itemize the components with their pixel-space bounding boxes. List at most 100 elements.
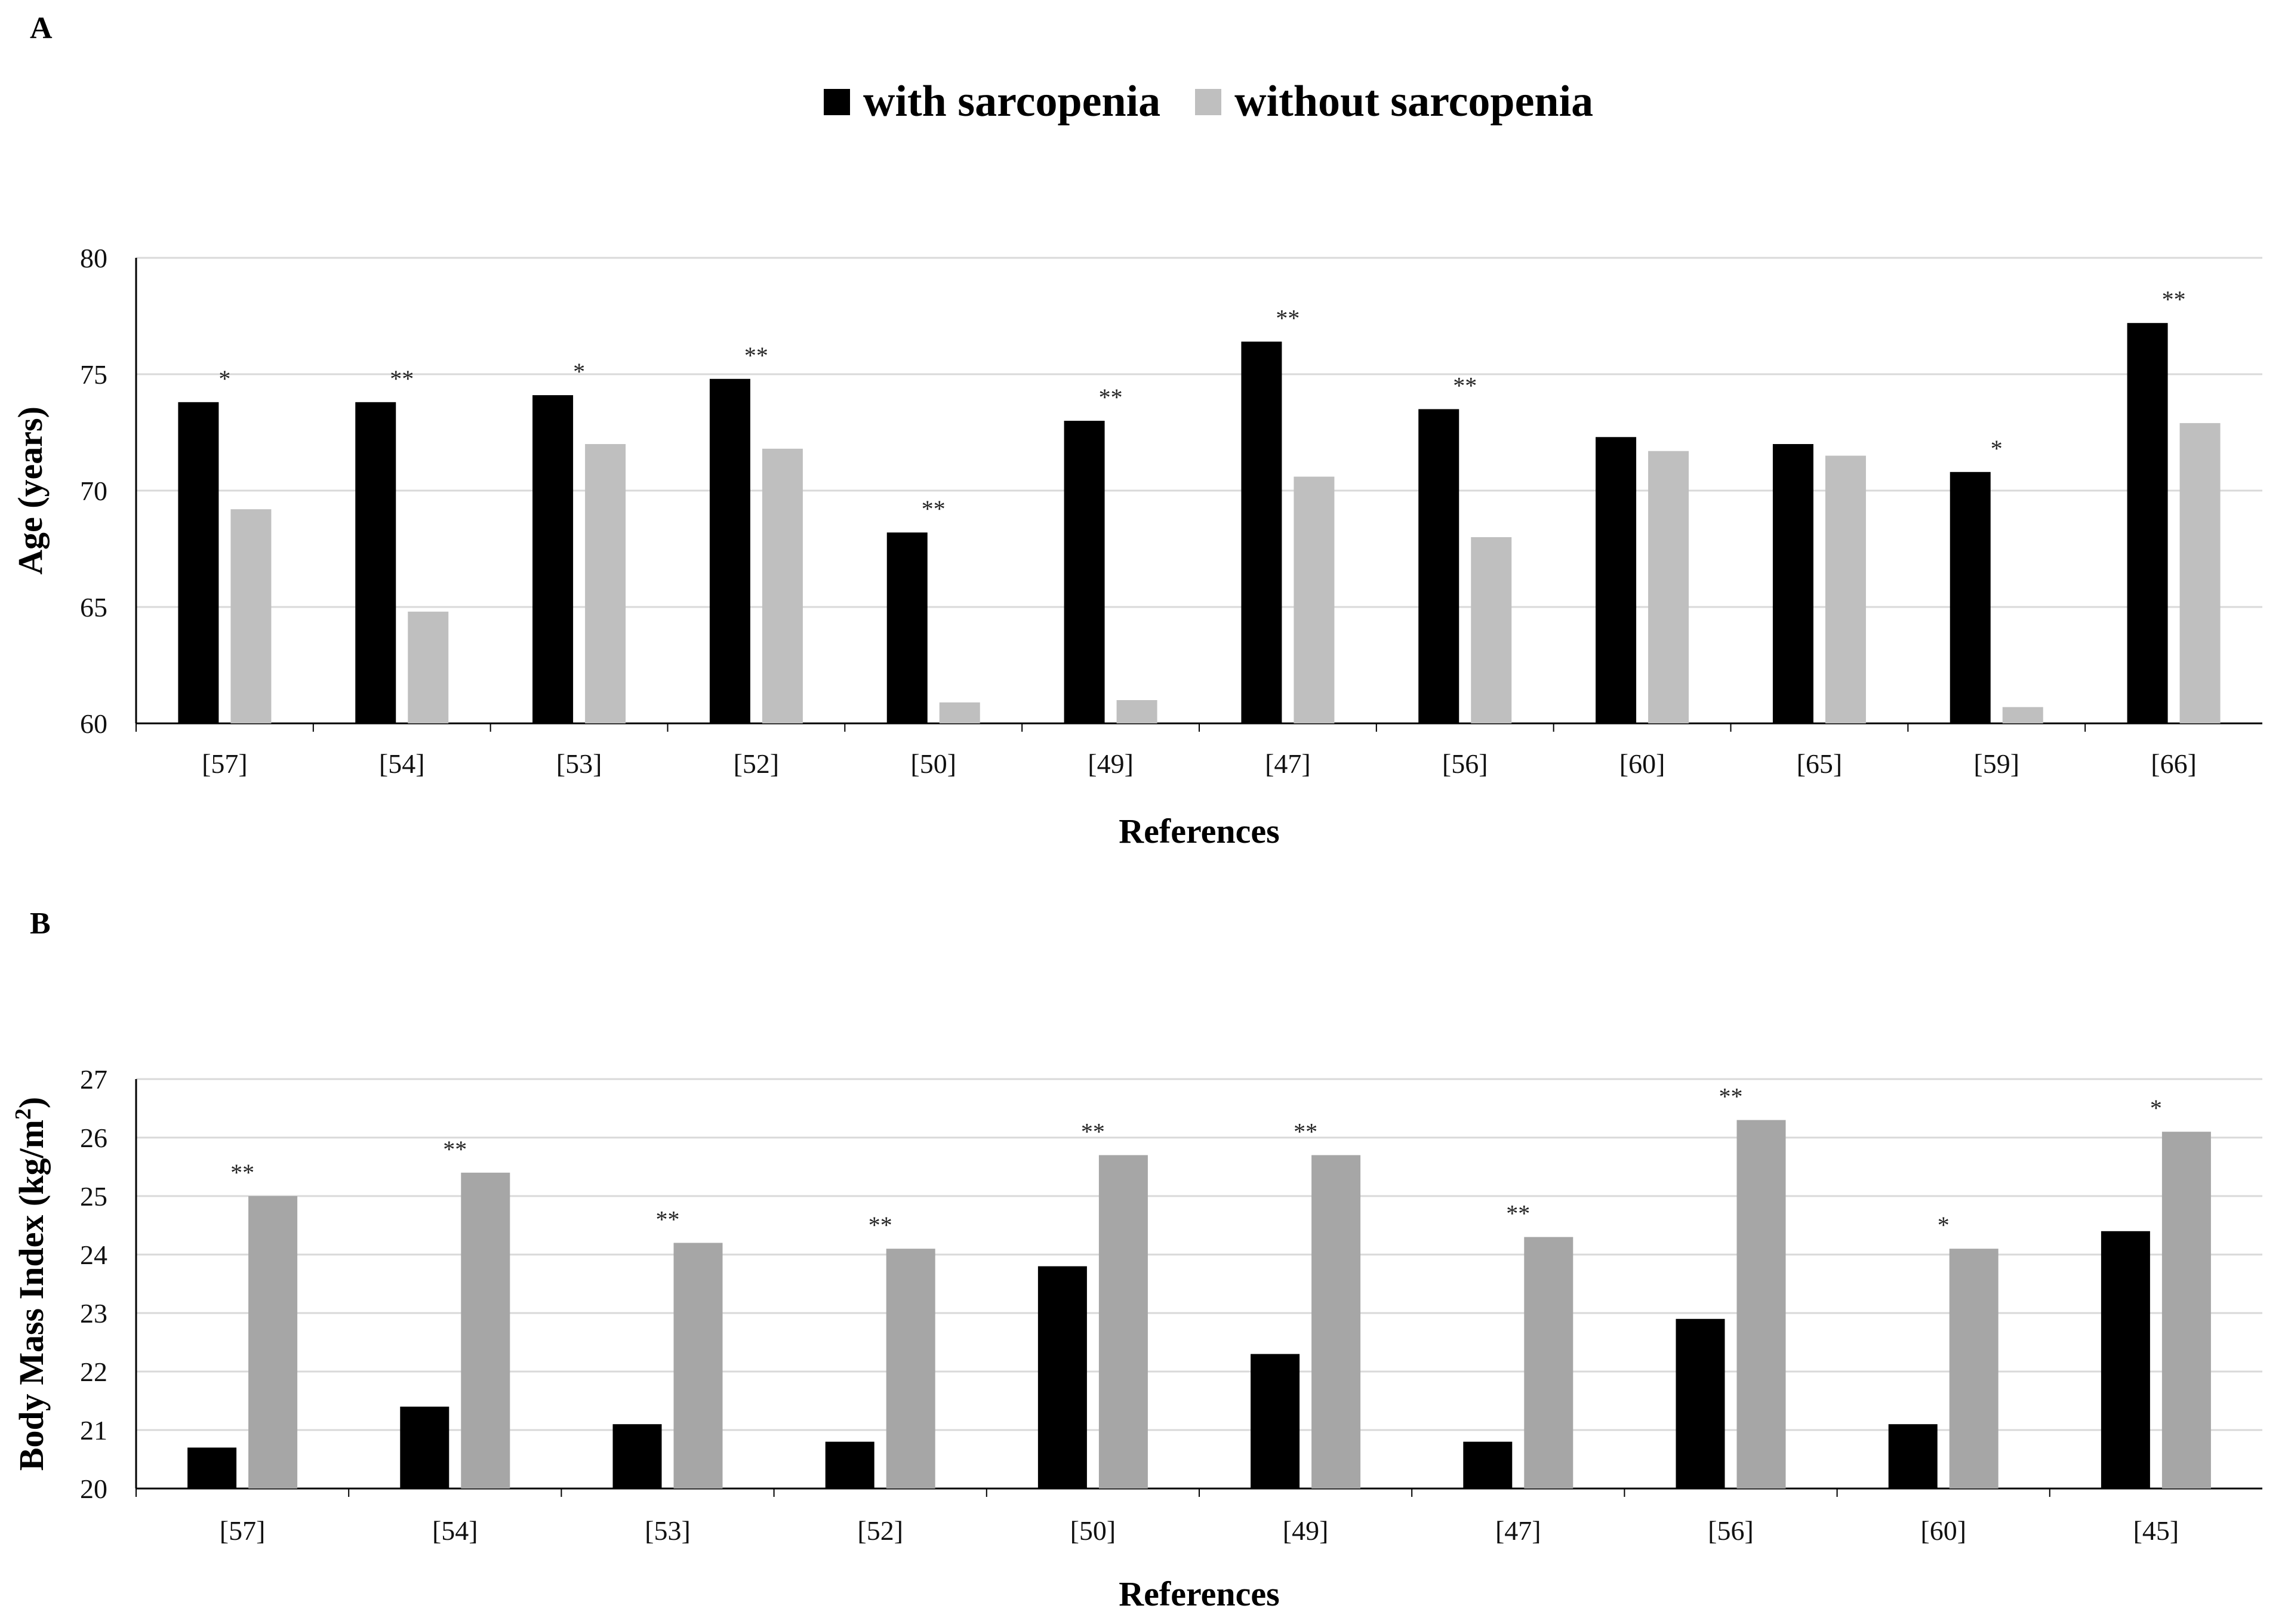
panel-a-significance-label: * [573, 358, 585, 385]
panel-a-category-label: [65] [1797, 748, 1843, 779]
panel-a-category-label: [57] [202, 748, 248, 779]
panel-a-y-tick-label: 80 [80, 243, 107, 273]
panel-b-bar-without-sarcopenia [1311, 1155, 1361, 1489]
panel-a-category-label: [56] [1442, 748, 1488, 779]
panel-a-bar-without-sarcopenia [762, 448, 803, 723]
chart-legend: with sarcopenia without sarcopenia [824, 76, 1593, 127]
panel-b-y-tick-label: 27 [80, 1064, 107, 1095]
panel-b-bar-with-sarcopenia [1463, 1441, 1513, 1489]
panel-b-category-label: [47] [1495, 1515, 1541, 1546]
panel-a-bar-without-sarcopenia [1294, 476, 1335, 723]
panel-b-category-label: [45] [2133, 1515, 2179, 1546]
panel-b-y-tick-label: 25 [80, 1181, 107, 1212]
panel-b-bar-with-sarcopenia [1251, 1354, 1300, 1489]
panel-b-bar-without-sarcopenia [886, 1249, 935, 1489]
panel-b-bar-without-sarcopenia [2161, 1132, 2211, 1489]
panel-b-x-axis-title: References [1119, 1574, 1279, 1613]
panel-b-bar-without-sarcopenia [1949, 1249, 1998, 1489]
panel-a-significance-label: ** [2162, 286, 2186, 313]
panel-b-category-label: [56] [1708, 1515, 1754, 1546]
panel-b-bar-with-sarcopenia [400, 1406, 449, 1489]
panel-b-y-tick-label: 26 [80, 1123, 107, 1153]
panel-a-bar-with-sarcopenia [709, 378, 750, 723]
panel-b-bar-without-sarcopenia [248, 1196, 298, 1489]
panel-b-bar-with-sarcopenia [1676, 1318, 1725, 1489]
panel-b-y-axis-title: Body Mass Index (kg/m2) [11, 1097, 51, 1471]
panel-b-category-label: [60] [1920, 1515, 1966, 1546]
panel-a-bar-without-sarcopenia [939, 702, 980, 723]
panel-b-category-label: [49] [1283, 1515, 1329, 1546]
panel-b-category-label: [57] [220, 1515, 266, 1546]
panel-a-bar-with-sarcopenia [1241, 341, 1282, 723]
panel-b-category-label: [52] [857, 1515, 903, 1546]
panel-a-bar-with-sarcopenia [1418, 409, 1459, 723]
panel-b-y-tick-label: 24 [80, 1240, 107, 1270]
panel-a-significance-label: ** [1099, 384, 1123, 411]
panel-a-category-label: [54] [379, 748, 425, 779]
panel-a-bar-with-sarcopenia [532, 395, 574, 723]
panel-a-bar-with-sarcopenia [2127, 323, 2168, 723]
panel-a-significance-label: ** [1276, 304, 1299, 331]
panel-a-y-tick-label: 75 [80, 359, 107, 390]
panel-a-bar-without-sarcopenia [230, 509, 272, 723]
panel-b-bar-with-sarcopenia [2101, 1231, 2150, 1489]
panel-b-bar-without-sarcopenia [1736, 1120, 1786, 1489]
panel-b-bar-without-sarcopenia [1524, 1237, 1573, 1489]
panel-a-category-label: [47] [1265, 748, 1311, 779]
panel-b-category-label: [50] [1070, 1515, 1116, 1546]
panel-b-y-tick-label: 20 [80, 1474, 107, 1504]
panel-b-significance-label: ** [1719, 1083, 1743, 1110]
panel-b-bar-with-sarcopenia [1888, 1424, 1938, 1489]
panel-a-y-tick-label: 70 [80, 476, 107, 506]
panel-b-bar-without-sarcopenia [1098, 1155, 1148, 1489]
panel-b-significance-label: ** [1081, 1118, 1105, 1145]
panel-a-significance-label: * [218, 365, 230, 392]
legend-item-without-sarcopenia: without sarcopenia [1195, 76, 1593, 127]
panel-a-bar-without-sarcopenia [585, 444, 626, 723]
panel-a-category-label: [59] [1973, 748, 2019, 779]
legend-item-with-sarcopenia: with sarcopenia [824, 76, 1160, 127]
panel-b-significance-label: ** [1294, 1118, 1317, 1145]
panel-a-bar-without-sarcopenia [1471, 537, 1512, 723]
panel-a-bar-with-sarcopenia [1596, 437, 1637, 723]
panel-a-bar-with-sarcopenia [178, 402, 219, 723]
panel-a-bar-without-sarcopenia [2002, 707, 2043, 723]
panel-b-bar-with-sarcopenia [1037, 1266, 1087, 1489]
panel-b-y-axis-title-superscript: 2 [11, 1108, 36, 1120]
panel-a-bar-without-sarcopenia [408, 611, 449, 723]
panel-b-bar-with-sarcopenia [825, 1441, 874, 1489]
panel-b-significance-label: ** [1506, 1200, 1530, 1227]
panel-b-y-tick-label: 22 [80, 1357, 107, 1387]
panel-a-category-label: [49] [1088, 748, 1134, 779]
panel-a-significance-label: ** [922, 495, 946, 522]
panel-a-bar-with-sarcopenia [1772, 444, 1813, 723]
panel-a-bar-with-sarcopenia [886, 532, 928, 723]
panel-a-category-label: [50] [910, 748, 956, 779]
panel-a-bar-without-sarcopenia [1825, 455, 1866, 723]
panel-a-category-label: [66] [2151, 748, 2197, 779]
panel-b-bar-without-sarcopenia [461, 1172, 510, 1489]
panel-a-y-tick-label: 60 [80, 708, 107, 739]
panel-a-bar-without-sarcopenia [2179, 423, 2221, 723]
legend-swatch-with-sarcopenia [824, 88, 850, 115]
panel-b-bar-with-sarcopenia [187, 1447, 237, 1489]
panel-b-significance-label: * [2150, 1095, 2162, 1121]
legend-label-without-sarcopenia: without sarcopenia [1234, 77, 1594, 126]
panel-a-y-tick-label: 65 [80, 592, 107, 623]
panel-b-category-label: [54] [432, 1515, 478, 1546]
panel-a-bar-with-sarcopenia [1950, 472, 1991, 723]
panel-a-letter: A [30, 11, 53, 45]
panel-b-letter: B [30, 907, 51, 941]
panel-a-bar-without-sarcopenia [1648, 451, 1689, 723]
panel-a-bar-without-sarcopenia [1116, 700, 1157, 723]
panel-b-significance-label: ** [443, 1136, 467, 1163]
panel-b-bar-with-sarcopenia [612, 1424, 662, 1489]
panel-a-significance-label: ** [744, 342, 768, 369]
legend-label-with-sarcopenia: with sarcopenia [863, 77, 1161, 126]
panel-a-significance-label: ** [1453, 372, 1477, 399]
panel-a-category-label: [60] [1619, 748, 1665, 779]
panel-b-y-axis-title-end: ) [12, 1097, 51, 1108]
panel-b-significance-label: ** [230, 1159, 254, 1186]
panel-a-category-label: [52] [734, 748, 780, 779]
